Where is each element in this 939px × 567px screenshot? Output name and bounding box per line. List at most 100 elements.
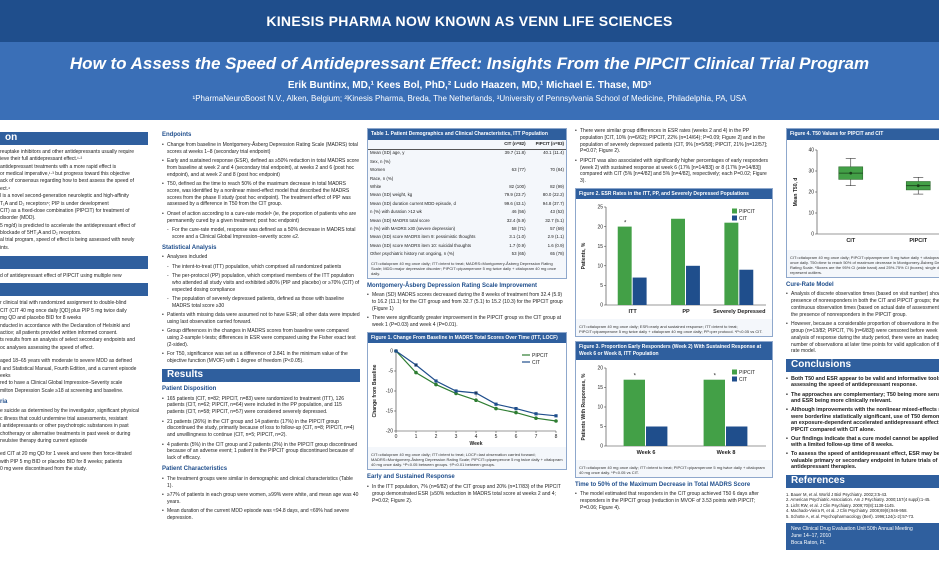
x-tick-label: 8 <box>555 434 558 440</box>
y-axis-label: Change from Baseline <box>372 365 378 418</box>
table-cell: 94.8 (37.7) <box>542 200 564 206</box>
title-band: How to Assess the Speed of Antidepressan… <box>0 42 939 120</box>
intro-line: T₁A and D₂ receptors⁵; PIP is under deve… <box>0 200 109 207</box>
stat-subitem: The population of severely depressed pat… <box>162 296 360 310</box>
data-point <box>514 407 518 411</box>
reference-item: 3. Licht RW, et al. J Clin Psychiatry. 2… <box>786 502 895 508</box>
stat-intro: Analyses included <box>162 254 360 261</box>
significance-marker: * <box>714 373 717 379</box>
statistical-analysis-heading: Statistical Analysis <box>162 244 217 251</box>
characteristic-item: Mean duration of the current MDD episode… <box>162 508 360 522</box>
intro-line: antidepressant treatments with a more ra… <box>0 163 117 170</box>
conclusions-heading: Conclusions <box>786 359 939 372</box>
data-point <box>494 403 498 407</box>
characteristic-item: The treatment groups were similar in dem… <box>162 476 360 490</box>
conclusion-item: The approaches are complementary; T50 be… <box>786 392 939 405</box>
table-cell: Race, n (%) <box>370 175 394 181</box>
legend-label: CIT <box>739 216 747 222</box>
table-cell: n (%) with MADRS ≥30 (severe depression) <box>370 225 456 231</box>
criteria-line: l antidepressants or other psychotropic … <box>0 423 129 430</box>
y-tick-label: 0 <box>600 303 603 309</box>
column-4: There were similar group differences in … <box>575 128 773 514</box>
x-tick-label: 7 <box>535 434 538 440</box>
intro-line: CIT) as a fixed-dose combination (PIPCIT… <box>0 207 130 214</box>
box-mean-dot <box>849 171 853 175</box>
conclusion-item: Although improvements with the nonlinear… <box>786 407 939 433</box>
intro-line: ieve their full antidepressant effect.¹·… <box>0 156 83 163</box>
table-1-title: Table 1. Patient Demographics and Clinic… <box>368 129 566 140</box>
population-line: l and Statistical Manual, Fourth Edition… <box>0 365 137 372</box>
table-cell: 57 (69) <box>550 225 564 231</box>
stat-more: Patients with missing data were assumed … <box>162 312 360 365</box>
data-point <box>534 412 538 416</box>
references-list: 1. Bauer M, et al. World J Biol Psychiat… <box>786 492 939 520</box>
y-tick-label: 30 <box>808 168 814 174</box>
column-1: on reuptake inhibitors and other antidep… <box>0 128 148 473</box>
y-tick-label: 40 <box>808 147 814 153</box>
table-cell: 80.0 (22.2) <box>542 192 564 198</box>
y-tick-label: 20 <box>808 189 814 195</box>
madrs-list: Mean (SD) MADRS scores decreased during … <box>367 292 567 329</box>
y-tick-label: -5 <box>389 369 394 375</box>
table-row: n (%) with MADRS ≥30 (severe depression)… <box>368 225 566 233</box>
table-cell: 99.6 (43.1) <box>504 200 526 206</box>
endpoint-item: Change from baseline in Montgomery-Åsber… <box>162 142 360 156</box>
bar-pipcit <box>671 219 685 306</box>
y-tick-label: 0 <box>811 231 814 237</box>
criteria-line: chotherapy or alternative treatments in … <box>0 430 131 437</box>
column-5: Figure 4. T50 Values for PIPCIT and CIT … <box>786 128 939 550</box>
bar-cit <box>726 426 748 446</box>
population-line: red to have a Clinical Global Impression… <box>0 380 123 387</box>
methods-line: r clinical trial with randomized assignm… <box>0 300 127 307</box>
table-cell: Mean (SD) age, y <box>370 150 405 156</box>
y-tick-label: 10 <box>808 210 814 216</box>
table-row: Race, n (%) <box>368 175 566 183</box>
table-cell: 1.7 (0.9) <box>509 242 526 248</box>
table-cell: 40.1 (11.4) <box>543 150 564 156</box>
table-cell <box>498 175 528 183</box>
population-line: eeks <box>0 372 11 379</box>
madrs-heading: Montgomery-Åsberg Depression Rating Scal… <box>367 282 538 289</box>
x-axis-label: Week <box>470 441 483 447</box>
significance-marker: † <box>474 393 477 399</box>
methods-line: mg QD and placebo BID for 8 weeks <box>0 315 82 322</box>
table-cell: White <box>370 183 382 189</box>
y-tick-label: 20 <box>597 225 603 231</box>
x-category-label: Severely Depressed <box>713 309 765 315</box>
table-1: Table 1. Patient Demographics and Clinic… <box>367 128 567 279</box>
x-category-label: CIT <box>846 238 856 244</box>
cure-rate-heading: Cure-Rate Model <box>786 281 834 288</box>
stat-subitem: The intent-to-treat (ITT) population, wh… <box>162 264 360 271</box>
table-cell <box>498 158 528 166</box>
table-cell: Mean (SD) weight, kg <box>370 192 413 198</box>
methods-line: ts results from an analysis of select se… <box>0 337 136 344</box>
endpoints-subitem: For the cure-rate model, response was de… <box>162 227 360 241</box>
table-row: Mean (SD) score MADRS item 10: suicidal … <box>368 242 566 250</box>
figure-3-note: CIT=citalopram 40 mg once daily; ITT=int… <box>579 464 765 475</box>
data-point <box>454 389 458 394</box>
y-tick-label: -10 <box>386 389 393 395</box>
criteria-text: e suicide as determined by the investiga… <box>0 408 148 444</box>
col4-item: PIPCIT was also associated with signific… <box>575 158 773 185</box>
data-point <box>394 349 398 354</box>
table-row: Sex, n (%) <box>368 158 566 166</box>
legend-label: PIPCIT <box>739 209 755 215</box>
disposition-item: 165 patients (CIT, n=82; PIPCIT, n=83) w… <box>162 396 360 416</box>
col4-top-list: There were similar group differences in … <box>575 128 773 185</box>
intro-line: disorder (MDD). <box>0 215 36 222</box>
legend-swatch <box>732 369 737 375</box>
criteria-line: e suicide as determined by the investiga… <box>0 408 139 415</box>
intro-line: or medical imperative,¹·³ but progress t… <box>0 170 130 177</box>
population-text: aged 18–65 years with moderate to severe… <box>0 358 148 394</box>
esr-heading: Early and Sustained Response <box>367 474 455 481</box>
endpoint-item: Early and sustained response (ESR), defi… <box>162 158 360 178</box>
disposition-list: 165 patients (CIT, n=82; PIPCIT, n=83) w… <box>162 396 360 462</box>
conclusion-item: Both T50 and ESR appear to be valid and … <box>786 376 939 389</box>
x-category-label: Week 6 <box>637 450 656 456</box>
table-cell: 39.7 (11.8) <box>504 150 526 156</box>
data-point <box>474 398 478 403</box>
table-cell: 43 (52) <box>550 209 564 215</box>
x-tick-label: 4 <box>475 434 478 440</box>
table-cell: 32.4 (5.9) <box>506 217 526 223</box>
